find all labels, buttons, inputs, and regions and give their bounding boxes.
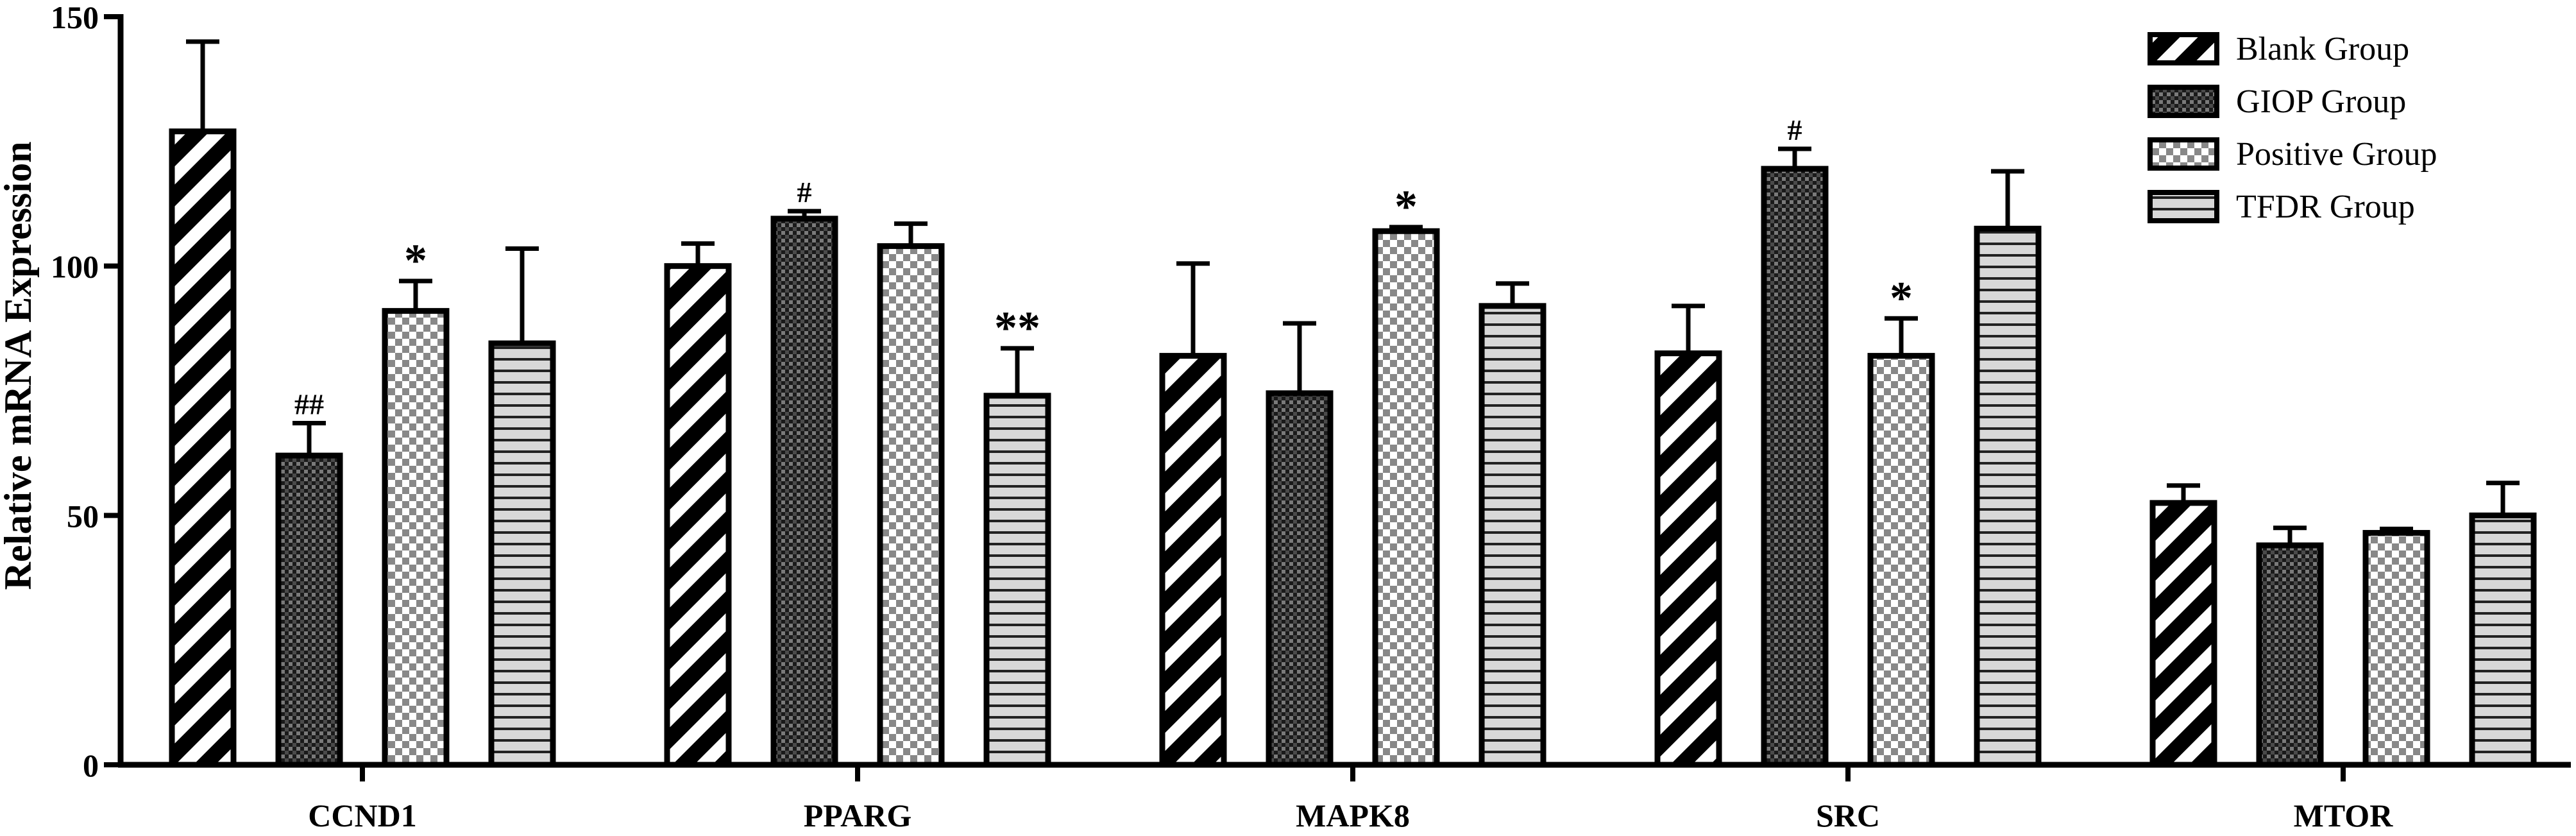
legend: Blank Group GIOP Group Positive Group TFDR … [2148,31,2437,225]
x-tick-label: MAPK8 [1296,798,1410,833]
x-tick-label: CCND1 [308,798,416,833]
legend-swatch [2148,32,2219,65]
y-tick-label: 0 [83,747,99,783]
bars-layer [169,39,2537,768]
bar [1159,353,1227,768]
bar [382,308,450,768]
labels-layer: CCND1 ## * PPARG # ** MAPK8 * SRC # * MTOR [294,114,2393,833]
bar [770,216,838,768]
significance-mark: ** [994,302,1040,354]
legend-swatch [2148,190,2219,223]
y-axis-title-group: Relative mRNA Expression [0,142,39,590]
bar [1479,303,1546,768]
bar [1867,353,1935,768]
significance-mark: # [797,176,812,209]
significance-mark: # [1788,114,1802,146]
legend-label: TFDR Group [2236,189,2415,225]
x-tick-label: SRC [1816,798,1880,833]
legend-label: Blank Group [2236,31,2409,67]
significance-mark: * [1394,181,1418,232]
bar [2149,500,2217,768]
bar [1372,228,1440,768]
bar [275,452,343,768]
bar [664,263,732,768]
y-tick-label: 100 [51,249,99,285]
y-axis-title: Relative mRNA Expression [0,142,39,590]
bar [1654,350,1722,768]
y-tick-label: 150 [51,0,99,35]
x-tick-label: PPARG [804,798,911,833]
significance-mark: * [404,235,427,286]
bar [2469,512,2537,768]
bar [2256,542,2324,768]
significance-mark: * [1890,272,1913,323]
bar [169,128,237,768]
significance-mark: ## [294,388,324,421]
bar [2362,530,2430,768]
legend-label: Positive Group [2236,136,2437,173]
legend-swatch [2148,137,2219,171]
bar [877,243,945,768]
legend-label: GIOP Group [2236,83,2406,120]
bar [983,393,1051,768]
y-tick-label: 50 [67,498,99,534]
bar [1974,225,2042,768]
bar [488,340,556,768]
bar [1266,390,1334,768]
x-tick-label: MTOR [2294,798,2394,833]
bar [1761,166,1829,768]
legend-swatch [2148,85,2219,118]
